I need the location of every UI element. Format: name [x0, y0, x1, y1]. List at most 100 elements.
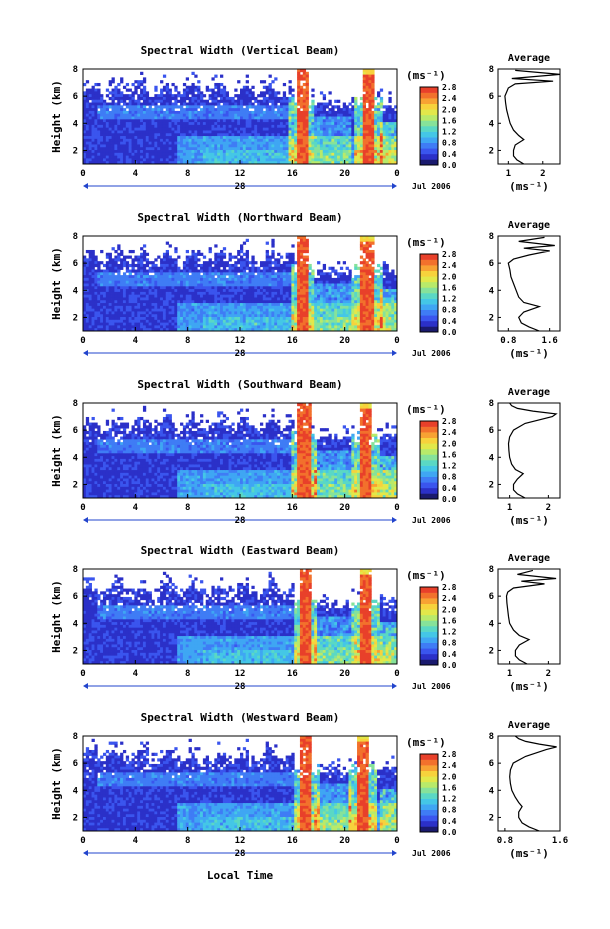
colorbar-cell [420, 309, 438, 316]
unit-label: (ms⁻¹) [406, 569, 446, 582]
x-tick-label: 20 [339, 836, 350, 846]
y-tick-label: 2 [73, 146, 78, 156]
avg-y-tick-label: 2 [489, 813, 494, 823]
avg-y-tick-label: 6 [489, 759, 494, 769]
colorbar-tick-label: 0.8 [442, 306, 457, 315]
avg-y-tick-label: 2 [489, 146, 494, 156]
heatmap [83, 403, 398, 499]
panel-3: Spectral Width (Eastward Beam) Height (km… [50, 544, 561, 693]
day-span-arrow-left [83, 350, 88, 356]
colorbar-frame [419, 586, 439, 666]
colorbar-tick-label: 0.0 [442, 661, 457, 670]
x-tick-label: 0 [394, 169, 399, 179]
colorbar-cell [420, 598, 438, 605]
colorbar-cell [420, 137, 438, 144]
colorbar-tick-label: 1.2 [442, 295, 457, 304]
x-tick-label: 0 [80, 169, 85, 179]
colorbar: 0.0 0.4 0.8 1.2 1.6 2.0 2.4 2.8 [419, 83, 457, 170]
average-title: Average [508, 53, 550, 64]
y-tick-label: 8 [73, 732, 78, 742]
day-span-arrow-left [83, 683, 88, 689]
colorbar-cell [420, 87, 438, 93]
y-axis-label: Height (km) [50, 247, 63, 320]
colorbar-cell [420, 809, 438, 816]
average-frame [497, 235, 561, 332]
colorbar-cell [420, 326, 438, 333]
colorbar-cell [420, 276, 438, 283]
avg-y-tick-label: 4 [489, 619, 495, 629]
average-unit-label: (ms⁻¹) [509, 180, 549, 193]
colorbar-tick-label: 1.6 [442, 783, 457, 792]
average-profile-line [509, 735, 557, 832]
colorbar-tick-label: 0.8 [442, 639, 457, 648]
colorbar-cell [420, 148, 438, 155]
x-tick-label: 16 [287, 336, 298, 346]
panel-4: Spectral Width (Westward Beam) Height (km… [50, 711, 568, 860]
colorbar-tick-label: 1.2 [442, 462, 457, 471]
y-tick-label: 4 [73, 453, 79, 463]
colorbar-frame [419, 86, 439, 166]
colorbar-cell [420, 159, 438, 166]
colorbar-cell [420, 592, 438, 599]
average-profile-line [505, 569, 557, 665]
avg-x-tick-label: 1 [507, 669, 512, 679]
colorbar-tick-label: 2.0 [442, 439, 457, 448]
colorbar-cell [420, 476, 438, 483]
colorbar: 0.0 0.4 0.8 1.2 1.6 2.0 2.4 2.8 [419, 750, 457, 837]
x-tick-label: 0 [394, 336, 399, 346]
y-tick-label: 8 [73, 565, 78, 575]
colorbar-cell [420, 631, 438, 638]
colorbar-cell [420, 92, 438, 99]
colorbar-cell [420, 487, 438, 494]
colorbar: 0.0 0.4 0.8 1.2 1.6 2.0 2.4 2.8 [419, 417, 457, 504]
x-axis-label: Local Time [207, 869, 274, 882]
day-span-arrow-right [392, 850, 397, 856]
x-tick-label: 20 [339, 503, 350, 513]
avg-y-tick-label: 6 [489, 426, 494, 436]
day-span-arrow-left [83, 517, 88, 523]
colorbar-tick-label: 1.6 [442, 116, 457, 125]
panel-title: Spectral Width (Westward Beam) [141, 711, 340, 724]
x-tick-label: 16 [287, 169, 298, 179]
colorbar-cell [420, 798, 438, 805]
average-frame [497, 735, 561, 832]
colorbar-tick-label: 0.4 [442, 317, 457, 326]
colorbar-cell [420, 460, 438, 466]
colorbar-cell [420, 787, 438, 794]
colorbar-cell [420, 637, 438, 644]
colorbar-cell [420, 153, 438, 160]
panel-title: Spectral Width (Southward Beam) [137, 378, 342, 391]
date-label: Jul 2006 [412, 849, 451, 858]
x-tick-label: 8 [185, 336, 190, 346]
heatmap [83, 236, 398, 332]
day-span-arrow-right [392, 517, 397, 523]
colorbar-tick-label: 0.0 [442, 328, 457, 337]
colorbar-tick-label: 1.2 [442, 795, 457, 804]
heatmap [83, 736, 398, 832]
colorbar-cell [420, 126, 438, 132]
y-axis-label: Height (km) [50, 580, 63, 653]
average-unit-label: (ms⁻¹) [509, 514, 549, 527]
avg-y-tick-label: 6 [489, 92, 494, 102]
day-span-arrow-left [83, 183, 88, 189]
colorbar-cell [420, 770, 438, 777]
average-frame [497, 68, 561, 165]
colorbar-tick-label: 0.0 [442, 495, 457, 504]
x-tick-label: 0 [394, 503, 399, 513]
colorbar-cell [420, 815, 438, 822]
colorbar-cell [420, 298, 438, 305]
colorbar-tick-label: 2.4 [442, 94, 457, 103]
colorbar-tick-label: 0.8 [442, 806, 457, 815]
average-profile-line [507, 236, 555, 332]
avg-y-tick-label: 8 [489, 65, 494, 75]
x-tick-label: 0 [80, 836, 85, 846]
x-tick-label: 20 [339, 336, 350, 346]
colorbar-cell [420, 781, 438, 788]
x-tick-label: 4 [133, 503, 139, 513]
day-span-arrow-right [392, 683, 397, 689]
unit-label: (ms⁻¹) [406, 236, 446, 249]
x-tick-label: 20 [339, 169, 350, 179]
x-tick-label: 8 [185, 836, 190, 846]
